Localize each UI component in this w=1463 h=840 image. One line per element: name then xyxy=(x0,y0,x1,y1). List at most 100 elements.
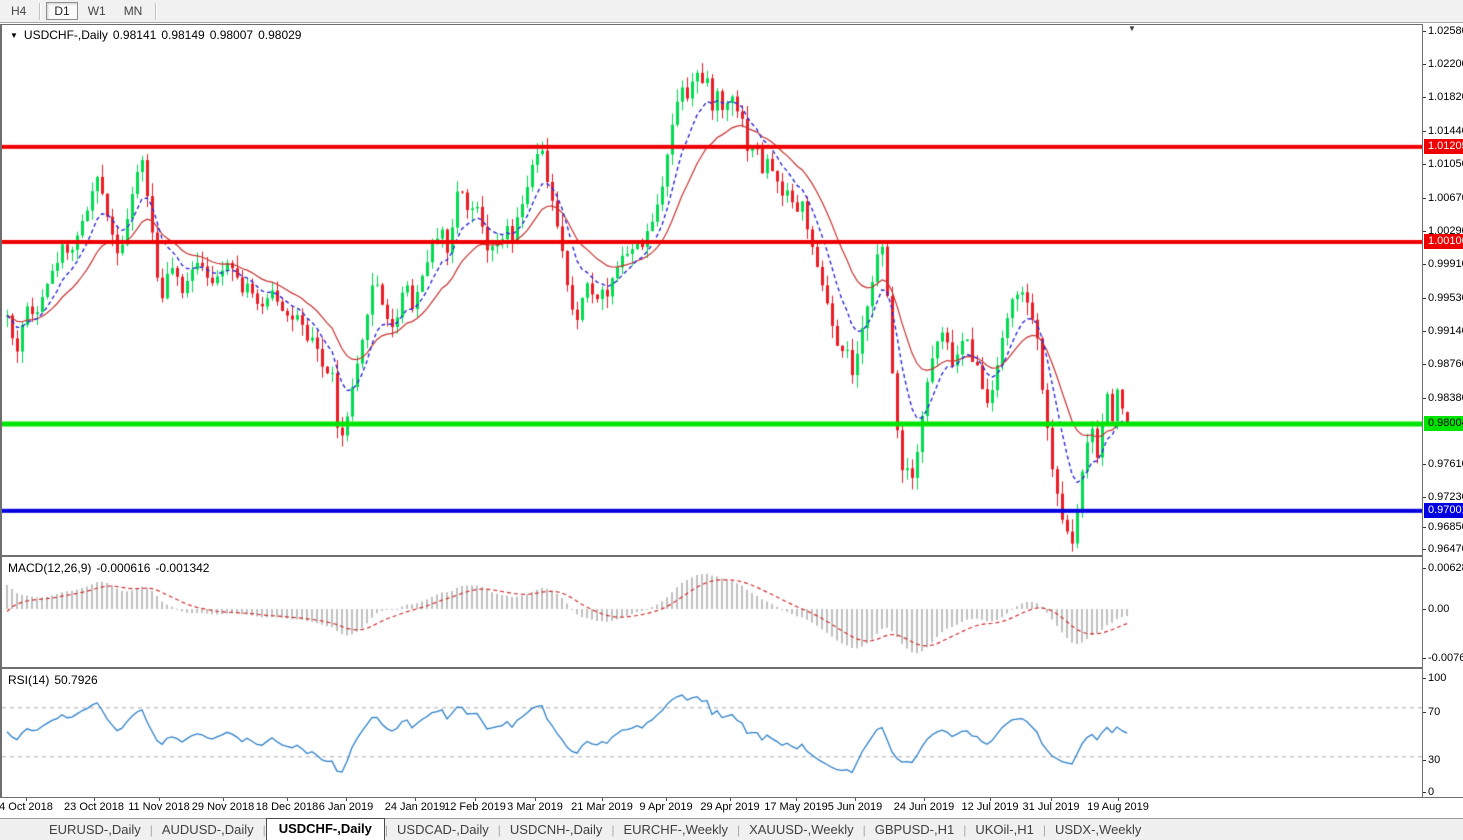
price-tick-label: 1.00670 xyxy=(1423,192,1463,205)
time-tick-label: 18 Dec 2018 xyxy=(255,801,319,813)
rsi-axis-label: 30 xyxy=(1423,754,1463,767)
price-axis[interactable]: 1.02580 1.02200 1.01820 1.01440 1.01050 1.006… xyxy=(1423,24,1463,799)
rsi-panel-separator[interactable] xyxy=(0,667,1463,669)
chart-tab-gbpusd-h1[interactable]: GBPUSD-,H1 xyxy=(874,822,955,837)
time-tick-label: 24 Jun 2019 xyxy=(893,801,955,813)
chart-tabs-bar: EURUSD-,Daily | AUDUSD-,Daily | USDCHF-,Dail… xyxy=(0,818,1463,840)
time-tick-mark xyxy=(602,798,603,801)
timeframe-button-mn[interactable]: MN xyxy=(123,4,143,18)
chart-tab-eurusd-daily[interactable]: EURUSD-,Daily xyxy=(49,822,141,837)
time-tick-label: 11 Nov 2018 xyxy=(128,801,190,813)
rsi-axis-label: 0 xyxy=(1423,786,1463,799)
tab-separator: | xyxy=(497,822,501,837)
time-tick-mark xyxy=(159,798,160,801)
tab-separator: | xyxy=(149,822,153,837)
time-tick-label: 31 Jul 2019 xyxy=(1022,801,1080,813)
macd-panel-canvas[interactable] xyxy=(2,557,1422,668)
rsi-axis-label: 100 xyxy=(1423,672,1463,685)
tab-separator: | xyxy=(862,822,866,837)
time-tick-mark xyxy=(346,798,347,801)
timeframe-button-d1[interactable]: D1 xyxy=(46,2,78,20)
symbol-label: USDCHF-,Daily xyxy=(23,28,108,42)
time-tick-mark xyxy=(666,798,667,801)
price-tick-label: 1.02200 xyxy=(1423,58,1463,71)
macd-panel-separator[interactable] xyxy=(0,555,1463,557)
time-tick-label: 23 Oct 2018 xyxy=(64,801,124,813)
chart-tab-ukoil-h1[interactable]: UKOil-,H1 xyxy=(975,822,1034,837)
time-tick-mark xyxy=(796,798,797,801)
time-tick-label: 12 Feb 2019 xyxy=(444,801,506,813)
time-tick-label: 4 Oct 2018 xyxy=(0,801,53,813)
time-tick-mark xyxy=(730,798,731,801)
scroll-marker-icon: ▼ xyxy=(1128,24,1136,33)
tab-separator: | xyxy=(384,822,389,837)
time-tick-mark xyxy=(1051,798,1052,801)
time-tick-mark xyxy=(94,798,95,801)
time-tick-label: 12 Jul 2019 xyxy=(961,801,1019,813)
window-left-border xyxy=(0,24,2,818)
timeframe-button-w1[interactable]: W1 xyxy=(87,4,106,18)
price-tick-label: 1.01440 xyxy=(1423,125,1463,138)
price-tick-label: 1.01050 xyxy=(1423,158,1463,171)
chart-tab-eurchf-weekly[interactable]: EURCHF-,Weekly xyxy=(623,822,728,837)
tab-separator: | xyxy=(963,822,967,837)
chart-frame-top xyxy=(0,24,1463,25)
rsi-panel-canvas[interactable] xyxy=(2,669,1422,796)
time-tick-label: 29 Apr 2019 xyxy=(700,801,760,813)
rsi-value: 50.7926 xyxy=(54,673,98,687)
chart-tab-audusd-daily[interactable]: AUDUSD-,Daily xyxy=(161,822,254,837)
time-tick-label: 3 Mar 2019 xyxy=(507,801,563,813)
chart-tab-usdchf-daily[interactable]: USDCHF-,Daily xyxy=(265,818,385,840)
macd-axis-label: 0.00 xyxy=(1423,603,1463,616)
macd-axis-label: -0.00762 xyxy=(1423,652,1463,665)
macd-axis-label: 0.006286 xyxy=(1423,562,1463,575)
macd-main-value: -0.000616 xyxy=(96,561,151,575)
chart-tab-usdcnh-daily[interactable]: USDCNH-,Daily xyxy=(509,822,603,837)
time-tick-label: 19 Aug 2019 xyxy=(1087,801,1149,813)
hline-price-badge: 0.98004 xyxy=(1424,416,1463,431)
chart-tab-usdx-weekly[interactable]: USDX-,Weekly xyxy=(1054,822,1142,837)
tab-separator: | xyxy=(736,822,741,837)
main-chart-canvas[interactable] xyxy=(2,24,1422,556)
timeframe-toolbar: H4 D1 W1 MN xyxy=(0,0,1463,23)
time-tick-label: 6 Jan 2019 xyxy=(318,801,374,813)
time-tick-mark xyxy=(855,798,856,801)
time-tick-mark xyxy=(924,798,925,801)
time-tick-mark xyxy=(1118,798,1119,801)
toolbar-separator xyxy=(155,2,158,20)
tab-separator: | xyxy=(262,822,266,837)
time-tick-mark xyxy=(475,798,476,801)
time-tick-label: 9 Apr 2019 xyxy=(639,801,693,813)
macd-indicator-label: MACD(12,26,9) -0.000616 -0.001342 xyxy=(8,561,209,575)
time-tick-label: 29 Nov 2018 xyxy=(191,801,255,813)
time-tick-mark xyxy=(415,798,416,801)
chart-tab-usdcad-daily[interactable]: USDCAD-,Daily xyxy=(397,822,489,837)
timeframe-button-h4[interactable]: H4 xyxy=(11,4,27,18)
rsi-indicator-label: RSI(14) 50.7926 xyxy=(8,673,98,687)
hline-price-badge: 1.00106 xyxy=(1424,234,1463,249)
time-axis[interactable]: 4 Oct 2018 23 Oct 2018 11 Nov 2018 29 Nov 2… xyxy=(0,797,1463,818)
axis-separator xyxy=(1422,24,1423,797)
toolbar-separator xyxy=(39,2,42,20)
time-tick-mark xyxy=(990,798,991,801)
hline-price-badge: 0.97001 xyxy=(1424,503,1463,518)
chart-tab-xauusd-weekly[interactable]: XAUUSD-,Weekly xyxy=(749,822,854,837)
macd-signal-value: -0.001342 xyxy=(155,561,210,575)
symbol-dropdown-icon[interactable]: ▼ xyxy=(10,31,18,40)
ohlc-open: 0.98141 xyxy=(112,28,157,42)
rsi-axis-label: 70 xyxy=(1423,706,1463,719)
time-tick-label: 24 Jan 2019 xyxy=(384,801,446,813)
time-tick-label: 5 Jun 2019 xyxy=(827,801,883,813)
macd-name: MACD(12,26,9) xyxy=(8,561,92,575)
ohlc-high: 0.98149 xyxy=(161,28,205,42)
tab-separator: | xyxy=(611,822,615,837)
